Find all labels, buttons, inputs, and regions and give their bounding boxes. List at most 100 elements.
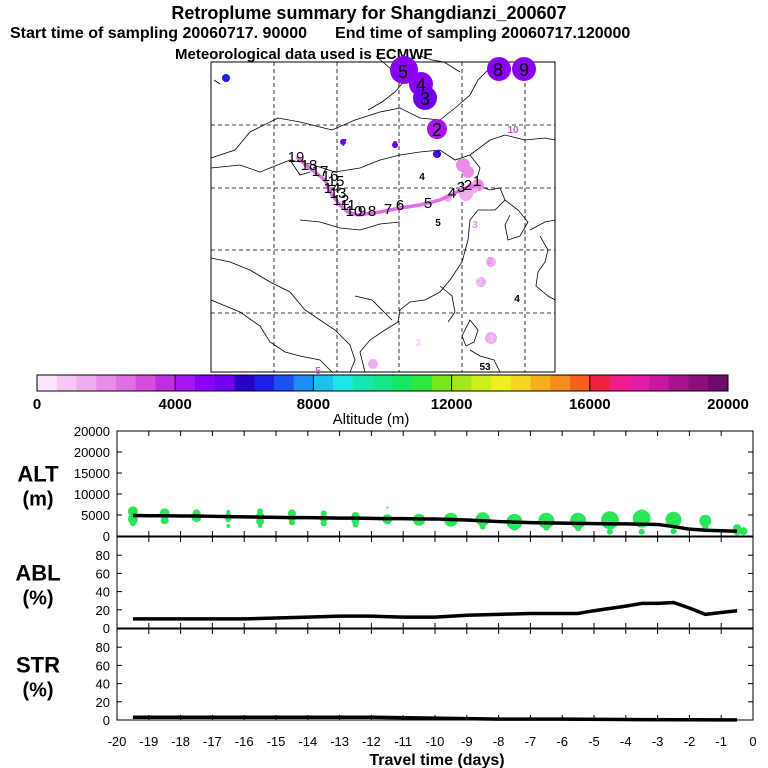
- end-time-text: End time of sampling 20060717.120000: [335, 25, 631, 42]
- map-label: 6: [392, 140, 398, 151]
- y-tick-label: 80: [96, 548, 110, 563]
- trajectory-day-label: 12: [333, 192, 350, 209]
- plume-circle: [340, 139, 346, 145]
- x-tick-label: -18: [171, 734, 190, 749]
- colorbar-cell: [589, 375, 610, 391]
- map-label: 10: [507, 125, 519, 136]
- colorbar-label: Altitude (m): [333, 411, 410, 428]
- scatter-point: [665, 511, 682, 528]
- map-gridlines: [211, 62, 555, 372]
- colorbar-cell: [629, 375, 650, 391]
- x-tick-label: -1: [715, 734, 727, 749]
- x-tick-label: -14: [298, 734, 317, 749]
- colorbar-tick-label: 16000: [569, 396, 611, 413]
- y-tick-label: 20: [96, 603, 110, 618]
- colorbar-tick-label: 20000: [707, 396, 749, 413]
- map-label: 1: [465, 164, 471, 175]
- scatter-point: [160, 516, 169, 525]
- colorbar-tick-label: 8000: [297, 396, 330, 413]
- colorbar-cell: [115, 375, 137, 391]
- colorbar-cell: [451, 375, 472, 391]
- colorbar-tick-label: 4000: [159, 396, 192, 413]
- scatter-point: [258, 524, 263, 529]
- map-label: 8: [493, 60, 503, 80]
- x-tick-label: -13: [330, 734, 349, 749]
- plume-circle: [368, 359, 378, 369]
- scatter-point: [256, 517, 265, 526]
- trajectory-day-label: 2: [464, 177, 472, 194]
- plume-circle: [392, 142, 398, 148]
- x-tick-label: -6: [556, 734, 568, 749]
- colorbar-cell: [37, 375, 58, 391]
- plume-circle: [433, 150, 441, 158]
- colorbar-cell: [352, 375, 373, 391]
- x-tick-label: -19: [139, 734, 158, 749]
- x-tick-label: -12: [362, 734, 381, 749]
- colorbar-cell: [431, 375, 452, 391]
- colorbar-cell: [392, 375, 413, 391]
- colorbar-tick-label: 12000: [431, 396, 473, 413]
- scatter-point: [129, 520, 136, 527]
- trajectory-day-label: 15: [328, 173, 345, 190]
- map-frame: [210, 61, 556, 373]
- map-label: 2: [432, 120, 442, 140]
- trajectory-day-label: 18: [301, 157, 318, 174]
- scatter-point: [543, 524, 550, 531]
- y-tick-label: 60: [96, 658, 110, 673]
- map-label: 4: [370, 360, 376, 371]
- scatter-point: [226, 524, 231, 529]
- y-tick-label: 20000: [74, 424, 110, 439]
- trajectory-day-label: 6: [396, 197, 404, 214]
- x-tick-label: -9: [461, 734, 473, 749]
- panel-str: 0 20 40 60 80 STR(%): [16, 628, 754, 728]
- y-tick-label: 0: [103, 713, 110, 728]
- colorbar-cell: [194, 375, 215, 391]
- trajectory-day-label: 17: [312, 163, 329, 180]
- colorbar-cell: [214, 375, 235, 391]
- colorbar-cell: [649, 375, 670, 391]
- scatter-point: [600, 511, 619, 530]
- colorbar-cell: [333, 375, 354, 391]
- y-tick-label: 10000: [74, 487, 110, 502]
- colorbar-cell: [688, 375, 709, 391]
- plume-circle: [462, 166, 474, 178]
- trajectory-day-label: 19: [288, 149, 305, 166]
- colorbar-cell: [135, 375, 156, 391]
- colorbar-cell: [471, 375, 492, 391]
- y-tick-label: 40: [96, 585, 110, 600]
- y-tick-label: 80: [96, 640, 110, 655]
- trajectory-line: [296, 156, 482, 217]
- colorbar-cell: [56, 375, 77, 391]
- colorbar-cell: [708, 375, 729, 391]
- scatter-point: [739, 527, 748, 536]
- travel-time-axis: -20 -19 -18 -17 -16 -15 -14 -13 -12 -11 -10 -9 -8 -7-…: [108, 734, 757, 749]
- colorbar-cell: [293, 375, 314, 391]
- scatter-point: [479, 523, 486, 530]
- scatter-point: [386, 506, 389, 509]
- y-axis-unit: (%): [22, 680, 53, 702]
- colorbar-cell: [609, 375, 630, 391]
- y-tick-label: 20000: [74, 445, 110, 460]
- plume-circle: [486, 257, 496, 267]
- y-axis-label: ABL: [15, 561, 60, 586]
- map-label: 3: [420, 89, 430, 109]
- scatter-point: [606, 528, 613, 535]
- map-label: 9: [519, 60, 529, 80]
- y-tick-label: 15000: [74, 466, 110, 481]
- trajectory-day-label: 9: [358, 203, 366, 220]
- sampling-time-subtitle: Start time of sampling 20060717. 90000 En…: [10, 25, 630, 43]
- panel-alt: 0 5000 10000 15000 20000 20000 ALT(m): [17, 424, 754, 544]
- time-series-panels: 0 5000 10000 15000 20000 20000 ALT(m) 0 20 40 60 80…: [15, 424, 754, 728]
- colorbar-cell: [234, 375, 255, 391]
- colorbar-cell: [372, 375, 393, 391]
- plume-circle: [512, 57, 536, 81]
- trajectory-day-label: 16: [322, 168, 339, 185]
- trajectory-day-label: 3: [457, 179, 465, 196]
- map-label: 5: [435, 218, 441, 229]
- colorbar-cell: [510, 375, 531, 391]
- y-axis-label: ALT: [17, 462, 59, 487]
- plume-circle: [390, 56, 418, 84]
- y-tick-label: 20: [96, 695, 110, 710]
